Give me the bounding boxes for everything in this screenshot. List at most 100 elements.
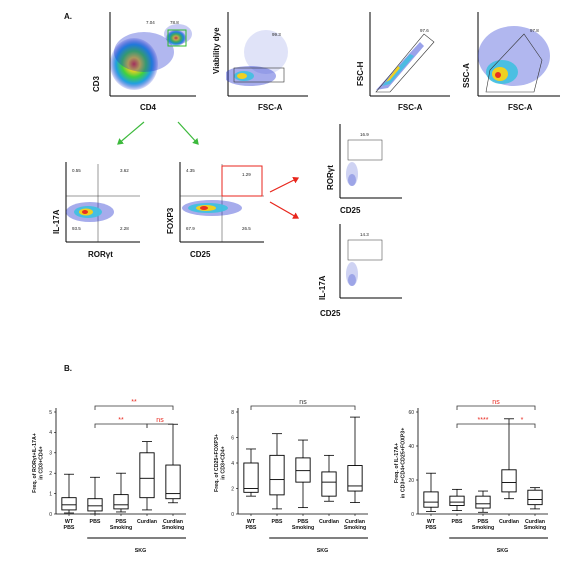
il17a-rorgt-flow-plot: 0.55 3.62 93.5 2.28 <box>64 162 140 244</box>
y-tick-label: 3 <box>49 451 52 457</box>
box-iqr <box>165 464 181 500</box>
x-tick-label: Curdlan <box>525 519 545 525</box>
significance-label: ns <box>492 399 500 406</box>
foxp3-cd25-flow-plot: 4.35 1.29 67.9 26.5 <box>178 162 264 244</box>
significance-label: **** <box>478 417 489 424</box>
cd3-cd4-flow-plot: 7.04 78.8 <box>108 12 196 98</box>
x-tick-label: Curdlan <box>137 519 157 525</box>
box-iqr <box>243 462 259 493</box>
box-iqr <box>475 495 491 509</box>
il17-num-3: 2.28 <box>120 226 129 231</box>
x-tick-label: PBS <box>272 519 283 525</box>
significance-bracket <box>146 423 174 428</box>
box-chart-rorgt-il17a-svg: 0 1 2 3 4 5 Freq. of RORγt+IL-17A+in CD3+CD4+ W… <box>32 399 186 554</box>
box-chart-il17a-treg-svg: 0 20 40 60 Freq. of IL-17A+in CD3+CD4+CD25+F… <box>394 399 548 554</box>
cd3cd4-num-1: 78.8 <box>170 20 179 25</box>
x-tick-label: PBS <box>64 525 75 531</box>
significance-label: ** <box>118 417 124 424</box>
x-tick-label: Smoking <box>162 525 184 531</box>
cd3cd4-num-0: 7.04 <box>146 20 155 25</box>
x-tick-label: Curdlan <box>163 519 183 525</box>
x-tick-label: Smoking <box>524 525 546 531</box>
y-axis-label: Freq. of CD25+FOXP3+in CD3+CD4+ <box>214 434 227 492</box>
significance-bracket <box>456 405 536 410</box>
x-tick-label: PBS <box>116 519 127 525</box>
il17-num-2: 93.5 <box>72 226 81 231</box>
il17-num-0: 0.55 <box>72 168 81 173</box>
x-tick-label: Curdlan <box>499 519 519 525</box>
il17-num-1: 3.62 <box>120 168 129 173</box>
x-tick-label: PBS <box>246 525 257 531</box>
y-tick-label: 0 <box>411 512 414 518</box>
significance-bracket <box>94 423 148 428</box>
significance-bracket <box>94 405 174 410</box>
significance-label: ns <box>299 399 307 406</box>
box-iqr <box>139 452 155 499</box>
y-tick-label: 4 <box>231 461 234 467</box>
box-iqr <box>113 494 129 510</box>
viability-xlabel: FSC-A <box>258 103 283 112</box>
cd3cd4-xlabel: CD4 <box>140 103 157 112</box>
x-tick-label: PBS <box>452 519 463 525</box>
rorgt-cd25-xlabel: CD25 <box>340 206 361 215</box>
box-chart-il17a-treg: 0 20 40 60 Freq. of IL-17A+in CD3+CD4+CD25+F… <box>384 372 556 572</box>
viability-flow-plot: 99.3 <box>226 12 308 98</box>
fsch-ylabel: FSC-H <box>356 61 365 86</box>
rorgt-gate-num-0: 16.9 <box>360 132 369 137</box>
x-tick-label: PBS <box>426 525 437 531</box>
y-tick-label: 2 <box>231 486 234 492</box>
x-tick-label: PBS <box>478 519 489 525</box>
box-chart-cd25-foxp3: 0 2 4 6 8 Freq. of CD25+FOXP3+in CD3+CD4+ WT PB… <box>204 372 376 572</box>
y-tick-label: 4 <box>49 430 52 436</box>
box-chart-rorgt-il17a: 0 1 2 3 4 5 Freq. of RORγt+IL-17A+in CD3+CD4+ W… <box>22 372 194 572</box>
significance-label: ns <box>156 417 164 424</box>
il17a-cd25-xlabel: CD25 <box>320 309 341 318</box>
red-arrow-up <box>269 176 300 193</box>
y-tick-label: 2 <box>49 471 52 477</box>
rorgt-cd25-ylabel: RORγt <box>326 165 335 190</box>
x-tick-label: Smoking <box>292 525 314 531</box>
il17a-cd25-ylabel: IL-17A <box>318 275 327 300</box>
x-tick-label: PBS <box>298 519 309 525</box>
significance-bracket <box>456 423 510 428</box>
x-tick-label: PBS <box>90 519 101 525</box>
green-arrow-right <box>177 121 199 145</box>
foxp3-num-1: 1.29 <box>242 172 251 177</box>
group-label: SKG <box>497 548 508 554</box>
cd3cd4-ylabel: CD3 <box>92 75 101 92</box>
ssca-num-0: 97.8 <box>530 28 539 33</box>
fsch-xlabel: FSC-A <box>398 103 423 112</box>
viability-ylabel: Viability dye <box>212 27 221 74</box>
box-iqr <box>423 491 439 508</box>
panel-b-letter: B. <box>64 364 72 373</box>
ssca-ylabel: SSC-A <box>462 63 471 88</box>
red-arrow-down <box>269 201 300 219</box>
x-tick-label: Smoking <box>110 525 132 531</box>
green-arrow-left <box>117 121 145 145</box>
y-tick-label: 1 <box>49 491 52 497</box>
il17rorgt-xlabel: RORγt <box>88 250 113 259</box>
x-tick-label: Curdlan <box>345 519 365 525</box>
box-iqr <box>269 454 285 496</box>
foxp3-num-2: 67.9 <box>186 226 195 231</box>
il17a-cd25-flow-plot: 14.3 <box>338 224 402 300</box>
ssca-xlabel: FSC-A <box>508 103 533 112</box>
box-iqr <box>347 465 363 492</box>
foxp3-num-0: 4.35 <box>186 168 195 173</box>
y-tick-label: 40 <box>408 444 414 450</box>
foxp3-num-3: 26.5 <box>242 226 251 231</box>
fsch-fsca-flow-plot: 97.6 <box>368 12 450 98</box>
x-tick-label: WT <box>247 519 256 525</box>
green-arrows <box>117 121 199 145</box>
box-iqr <box>87 498 103 512</box>
box-iqr <box>61 497 77 511</box>
y-tick-label: 0 <box>49 512 52 518</box>
il17rorgt-ylabel: IL-17A <box>52 209 61 234</box>
y-tick-label: 60 <box>408 410 414 416</box>
y-tick-label: 20 <box>408 478 414 484</box>
x-tick-label: Smoking <box>472 525 494 531</box>
significance-bracket <box>250 405 356 410</box>
y-tick-label: 6 <box>231 435 234 441</box>
